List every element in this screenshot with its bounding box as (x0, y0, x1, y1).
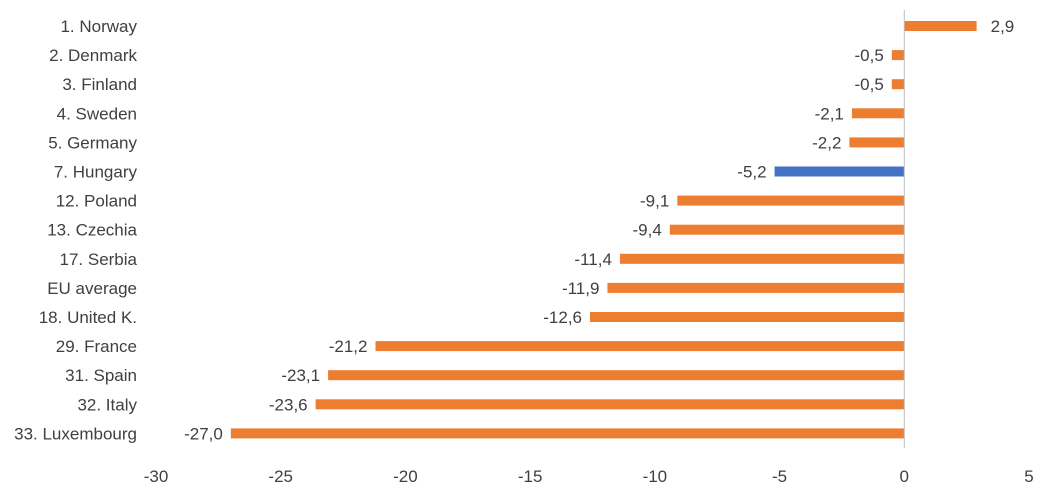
x-tick-label: 5 (1024, 467, 1033, 486)
category-label: 12. Poland (56, 192, 137, 211)
bar (619, 253, 905, 264)
category-label: 31. Spain (65, 366, 137, 385)
bar (375, 341, 905, 352)
category-label: EU average (47, 279, 137, 298)
category-label: 1. Norway (60, 17, 137, 36)
bar (904, 21, 977, 31)
data-label: -2,1 (815, 104, 844, 123)
bar (328, 370, 905, 381)
bar (607, 282, 905, 293)
category-label: 29. France (56, 337, 137, 356)
x-tick-label: 0 (900, 467, 909, 486)
labels-layer: 1. Norway 2,9 2. Denmark -0,5 3. Finland -0,5… (14, 17, 1034, 486)
data-label: -5,2 (737, 163, 766, 182)
bars-layer (230, 21, 977, 439)
bar (677, 195, 905, 206)
data-label: -21,2 (329, 337, 368, 356)
bar (851, 108, 905, 119)
category-label: 2. Denmark (49, 46, 137, 65)
x-tick-label: -10 (643, 467, 668, 486)
data-label: -0,5 (855, 75, 884, 94)
category-label: 33. Luxembourg (14, 424, 137, 443)
x-tick-label: -25 (268, 467, 293, 486)
data-label: -9,4 (633, 221, 662, 240)
bar (891, 79, 905, 90)
data-label: -11,9 (562, 279, 600, 298)
data-label: -9,1 (640, 192, 669, 211)
data-label: -11,4 (574, 250, 612, 269)
category-label: 4. Sweden (57, 104, 137, 123)
data-label: -0,5 (855, 46, 884, 65)
data-label: 2,9 (991, 17, 1015, 36)
x-tick-label: -30 (144, 467, 169, 486)
category-label: 5. Germany (48, 133, 137, 152)
data-label: -2,2 (812, 133, 841, 152)
bar (669, 224, 905, 235)
bar (849, 137, 905, 148)
data-label: -23,1 (281, 366, 320, 385)
data-label: -12,6 (543, 308, 582, 327)
data-label: -27,0 (184, 424, 223, 443)
bar (891, 50, 905, 61)
data-label: -23,6 (269, 395, 308, 414)
category-label: 32. Italy (77, 395, 137, 414)
bar (230, 428, 905, 439)
category-label: 3. Finland (62, 75, 137, 94)
x-tick-label: -20 (393, 467, 418, 486)
x-tick-label: -5 (772, 467, 787, 486)
category-label: 13. Czechia (47, 221, 137, 240)
category-label: 7. Hungary (54, 163, 138, 182)
bar (315, 399, 905, 410)
category-label: 17. Serbia (60, 250, 138, 269)
x-tick-label: -15 (518, 467, 543, 486)
bar (774, 166, 905, 177)
category-label: 18. United K. (39, 308, 137, 327)
bar (590, 312, 905, 322)
